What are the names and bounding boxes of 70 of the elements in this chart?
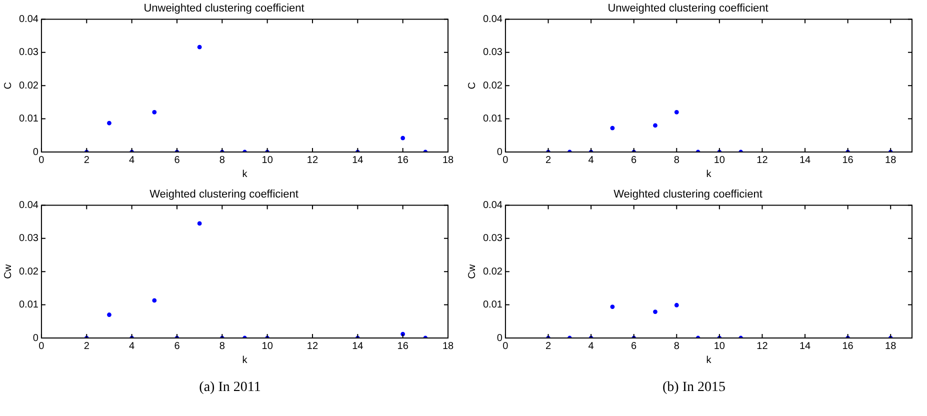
text: (a) In 2011: [198, 380, 262, 396]
x-tick-label: 2: [84, 154, 90, 166]
y-axis-title: C: [466, 82, 478, 90]
x-tick-label: 8: [219, 154, 226, 166]
x-tick-label: 4: [129, 340, 136, 352]
y-tick-label: 0: [496, 146, 503, 158]
x-tick-label: 12: [306, 340, 318, 352]
x-tick-label: 10: [262, 340, 274, 352]
x-tick-label: 10: [262, 154, 274, 166]
chart-title: Weighted clustering coefficient: [150, 188, 298, 201]
x-tick-label: 4: [588, 154, 594, 166]
x-tick-label: 16: [397, 340, 409, 352]
x-tick-label: 2: [84, 340, 90, 352]
chart-title: Weighted clustering coefficient: [614, 188, 762, 201]
x-tick-label: 16: [397, 154, 409, 166]
y-tick-label: 0.01: [482, 300, 503, 311]
x-axis-title: k: [242, 354, 248, 366]
x-tick-label: 14: [352, 154, 364, 166]
x-tick-label: 18: [442, 154, 454, 166]
x-axis-title: k: [706, 168, 712, 180]
y-tick-label: 0.02: [18, 266, 39, 278]
y-tick-label: 0.01: [18, 114, 39, 125]
y-tick-label: 0: [32, 146, 39, 158]
y-tick-label: 0.04: [18, 200, 39, 211]
x-tick-label: 14: [799, 154, 812, 166]
x-tick-label: 4: [129, 154, 136, 166]
x-tick-label: 12: [306, 154, 318, 166]
chart-title: Unweighted clustering coefficient: [144, 2, 304, 15]
y-tick-label: 0.03: [482, 47, 503, 58]
x-tick-label: 8: [674, 340, 680, 352]
x-tick-label: 6: [631, 154, 638, 166]
y-axis-title: C: [2, 82, 14, 90]
x-tick-label: 10: [714, 340, 726, 352]
y-axis-title: Cw: [2, 264, 14, 279]
x-tick-label: 6: [174, 154, 180, 166]
y-tick-label: 0.04: [18, 14, 39, 25]
y-axis-title: Cw: [466, 264, 478, 279]
y-tick-label: 0: [496, 332, 503, 344]
y-tick-label: 0: [32, 332, 39, 344]
y-tick-label: 0.03: [18, 233, 39, 244]
x-tick-label: 18: [442, 340, 454, 352]
y-tick-label: 0.02: [482, 80, 503, 92]
x-tick-label: 16: [842, 154, 854, 166]
x-tick-label: 4: [588, 340, 594, 352]
x-tick-label: 6: [631, 340, 638, 352]
x-tick-label: 14: [352, 340, 364, 352]
x-tick-label: 2: [545, 154, 552, 166]
text: (b) In 2015: [662, 380, 726, 396]
x-tick-label: 18: [885, 340, 897, 352]
x-tick-label: 10: [714, 154, 726, 166]
x-tick-label: 18: [885, 154, 897, 166]
chart-title: Unweighted clustering coefficient: [608, 2, 768, 15]
x-tick-label: 12: [756, 340, 768, 352]
x-tick-label: 14: [799, 340, 812, 352]
y-tick-label: 0.01: [482, 114, 503, 125]
y-tick-label: 0.02: [482, 266, 503, 278]
y-tick-label: 0.03: [18, 47, 39, 58]
y-tick-label: 0.03: [482, 233, 503, 244]
y-tick-label: 0.01: [18, 300, 39, 311]
x-tick-label: 16: [842, 340, 854, 352]
x-tick-label: 12: [756, 154, 768, 166]
y-tick-label: 0.04: [482, 14, 503, 25]
x-axis-title: k: [242, 168, 248, 180]
x-tick-label: 8: [674, 154, 680, 166]
x-tick-label: 8: [219, 340, 226, 352]
x-axis-title: k: [706, 354, 712, 366]
y-tick-label: 0.02: [18, 80, 39, 92]
y-tick-label: 0.04: [482, 200, 503, 211]
x-tick-label: 2: [545, 340, 552, 352]
x-tick-label: 6: [174, 340, 180, 352]
